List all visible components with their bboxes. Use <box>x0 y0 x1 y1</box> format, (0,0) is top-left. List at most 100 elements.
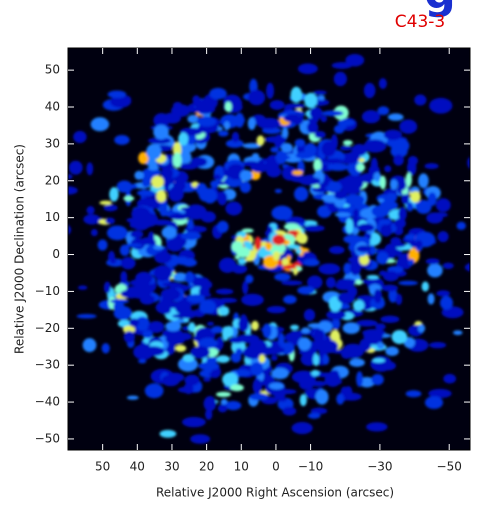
map-blob <box>172 152 182 168</box>
map-blob <box>298 350 317 356</box>
map-blob <box>195 104 216 114</box>
map-blob <box>437 231 449 243</box>
map-blob <box>407 156 419 166</box>
map-blob <box>184 204 207 220</box>
map-blob <box>376 342 385 350</box>
map-blob <box>97 239 108 251</box>
map-blob <box>68 224 72 235</box>
map-blob <box>363 82 376 99</box>
map-blob <box>284 103 306 109</box>
map-blob <box>73 130 87 144</box>
y-tick-label: −30 <box>35 358 60 372</box>
map-blob <box>120 270 128 284</box>
map-blob <box>295 248 302 255</box>
map-blob <box>165 321 182 332</box>
map-blob <box>159 429 177 438</box>
map-blob <box>268 382 285 390</box>
map-blob <box>334 190 348 200</box>
x-tick-label: 50 <box>95 460 110 474</box>
map-blob <box>293 266 298 276</box>
map-blob <box>141 178 150 188</box>
map-blob <box>117 319 132 328</box>
map-blob <box>211 325 224 334</box>
y-tick-label: −50 <box>35 431 60 445</box>
map-blob <box>334 212 351 217</box>
map-blob <box>398 178 407 191</box>
map-blob <box>274 188 282 194</box>
map-blob <box>107 90 127 99</box>
map-blob <box>331 62 352 69</box>
map-blob <box>424 396 444 410</box>
map-blob <box>239 169 253 182</box>
map-blob <box>306 121 319 134</box>
map-blob <box>154 251 172 264</box>
map-blob <box>214 31 232 45</box>
map-blob <box>256 135 265 146</box>
map-blob <box>223 121 230 131</box>
map-blob <box>249 393 269 401</box>
map-blob <box>190 434 211 444</box>
map-blob <box>251 153 260 159</box>
map-blob <box>151 175 164 189</box>
map-blob <box>186 294 206 303</box>
map-blob <box>377 106 390 116</box>
map-blob <box>277 332 285 347</box>
map-blob <box>266 305 286 314</box>
map-blob <box>304 389 316 394</box>
y-tick-label: −40 <box>35 395 60 409</box>
map-blob <box>350 261 361 276</box>
map-blob <box>389 179 398 190</box>
map-blob <box>241 228 254 233</box>
map-blob <box>315 389 329 405</box>
plot-frame <box>67 47 471 451</box>
y-tick-label: 20 <box>45 173 60 187</box>
map-blob <box>297 222 305 228</box>
map-blob <box>282 264 297 270</box>
map-blob <box>282 406 297 416</box>
map-blob <box>266 82 275 99</box>
map-blob <box>109 187 119 202</box>
map-blob <box>298 337 311 351</box>
y-axis-label: Relative J2000 Declination (arcsec) <box>13 144 27 354</box>
map-blob <box>292 170 304 176</box>
map-blob <box>378 78 387 89</box>
map-blob <box>311 369 320 377</box>
map-blob <box>352 208 360 218</box>
map-blob <box>297 63 318 75</box>
map-blob <box>343 194 365 206</box>
map-blob <box>345 53 365 67</box>
map-blob <box>250 362 264 377</box>
map-blob <box>148 137 172 144</box>
map-blob <box>269 223 277 228</box>
map-blob <box>294 138 306 147</box>
map-blob <box>379 270 387 277</box>
map-blob <box>349 358 365 367</box>
map-blob <box>318 263 341 275</box>
map-blob <box>245 274 254 284</box>
map-blob <box>380 361 396 371</box>
map-blob <box>153 124 169 140</box>
map-blob <box>123 330 135 343</box>
y-tick-label: 50 <box>45 63 60 77</box>
map-blob <box>339 145 353 151</box>
map-blob <box>313 353 320 367</box>
map-blob <box>309 106 323 120</box>
map-blob <box>309 380 327 387</box>
map-blob <box>336 393 345 405</box>
map-blob <box>105 217 116 225</box>
map-blob <box>326 310 346 320</box>
map-blob <box>138 151 149 165</box>
map-blob <box>405 390 422 398</box>
map-blob <box>106 225 128 241</box>
map-blob <box>237 258 247 265</box>
map-blob <box>142 330 154 339</box>
map-blob <box>210 180 220 189</box>
map-blob <box>405 172 412 187</box>
map-blob <box>356 371 363 387</box>
map-blob <box>148 231 155 244</box>
map-blob <box>356 245 372 253</box>
map-blob <box>256 117 281 129</box>
map-blob <box>380 224 393 237</box>
map-blob <box>299 394 307 407</box>
